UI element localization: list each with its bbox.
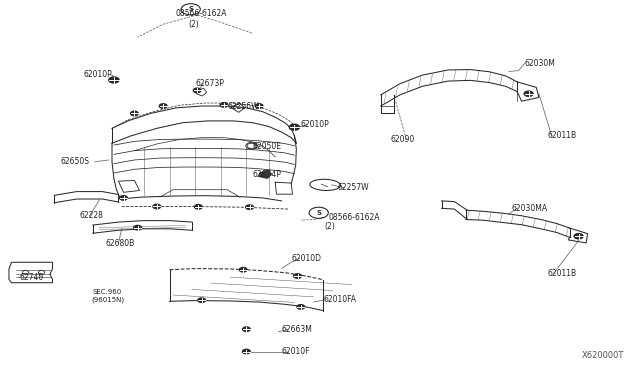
Circle shape [255, 104, 263, 108]
Circle shape [246, 205, 253, 209]
Text: 62090: 62090 [390, 135, 415, 144]
Circle shape [294, 274, 301, 278]
Text: 08566-6162A: 08566-6162A [176, 9, 227, 17]
Text: S: S [188, 6, 193, 12]
Text: 62257W: 62257W [337, 183, 369, 192]
Text: 62010P: 62010P [83, 70, 112, 79]
Circle shape [109, 77, 119, 83]
Circle shape [297, 305, 305, 309]
Circle shape [574, 234, 583, 239]
Circle shape [131, 111, 138, 116]
Circle shape [198, 298, 205, 302]
Circle shape [243, 349, 250, 354]
Circle shape [243, 327, 250, 331]
Text: (2): (2) [189, 20, 200, 29]
Text: 62673P: 62673P [195, 79, 224, 88]
Text: 62650S: 62650S [61, 157, 90, 166]
Text: 08566-6162A: 08566-6162A [328, 213, 380, 222]
Circle shape [159, 104, 167, 108]
Text: (2): (2) [324, 222, 335, 231]
Text: SEC.960: SEC.960 [93, 289, 122, 295]
Circle shape [524, 91, 533, 96]
Circle shape [289, 124, 300, 130]
Text: 62228: 62228 [80, 211, 104, 220]
Circle shape [195, 205, 202, 209]
Text: 62011B: 62011B [547, 131, 577, 140]
Text: 62663M: 62663M [282, 325, 312, 334]
Circle shape [193, 88, 201, 93]
Circle shape [134, 225, 141, 230]
Text: 62740: 62740 [19, 273, 44, 282]
Circle shape [220, 103, 228, 107]
Text: 62010P: 62010P [301, 120, 330, 129]
Text: 62010D: 62010D [291, 254, 321, 263]
Text: 62256W: 62256W [227, 102, 259, 110]
Text: 62050E: 62050E [253, 142, 282, 151]
Text: 62030MA: 62030MA [512, 204, 548, 213]
Text: 62680B: 62680B [106, 239, 135, 248]
Text: S: S [316, 210, 321, 216]
Circle shape [153, 204, 161, 209]
Text: 62010FA: 62010FA [323, 295, 356, 304]
Text: 62010F: 62010F [282, 347, 310, 356]
Text: X620000T: X620000T [582, 351, 624, 360]
Circle shape [239, 267, 247, 272]
Text: 62011B: 62011B [547, 269, 577, 278]
Text: 62030M: 62030M [525, 59, 556, 68]
Text: (96015N): (96015N) [92, 296, 125, 303]
Polygon shape [259, 170, 272, 179]
Circle shape [120, 196, 127, 200]
Text: 62674P: 62674P [253, 170, 282, 179]
